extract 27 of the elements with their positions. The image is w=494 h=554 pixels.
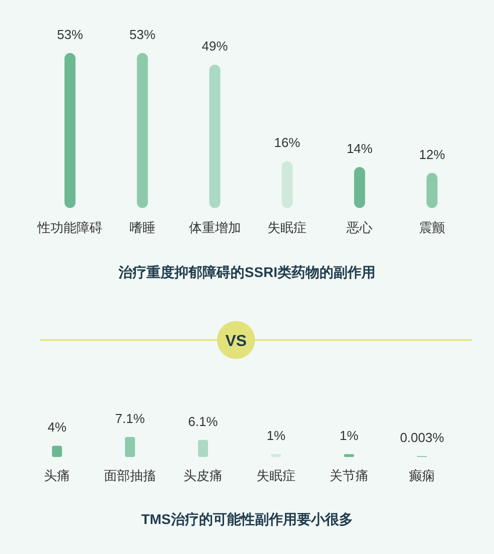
- x-tick-label: 头皮痛: [184, 468, 222, 483]
- data-label: 1%: [340, 428, 359, 444]
- x-tick-label: 性功能障碍: [36, 220, 102, 235]
- data-label: 53%: [56, 27, 84, 42]
- data-label: 53%: [129, 27, 156, 42]
- text: VS: [225, 333, 247, 350]
- text: 治疗重度抑郁障碍的SSRI类药物的副作用: [118, 264, 376, 280]
- data-label: 1%: [266, 428, 286, 444]
- data-label: 0.003%: [400, 430, 444, 445]
- x-tick-label: 失眠症: [268, 220, 307, 235]
- x-tick-label: 关节痛: [330, 468, 368, 483]
- x-tick-label: 癫痫: [409, 468, 435, 483]
- data-label: 16%: [274, 135, 301, 150]
- x-tick-label: 体重增加: [188, 220, 241, 235]
- x-tick-label: 失眠症: [256, 468, 296, 483]
- text: TMS治疗的可能性副作用要小很多: [141, 511, 353, 527]
- data-label: 49%: [202, 38, 228, 54]
- x-tick-label: 恶心: [346, 220, 373, 235]
- data-label: 7.1%: [115, 411, 146, 426]
- x-tick-label: 震颤: [419, 220, 445, 235]
- x-tick-label: 面部抽搐: [104, 468, 156, 483]
- x-tick-label: 嗜睡: [129, 220, 156, 235]
- data-label: 14%: [346, 141, 374, 156]
- data-label: 6.1%: [188, 414, 218, 429]
- data-label: 12%: [418, 146, 446, 162]
- x-tick-label: 头痛: [44, 468, 70, 483]
- data-label: 4%: [48, 420, 67, 435]
